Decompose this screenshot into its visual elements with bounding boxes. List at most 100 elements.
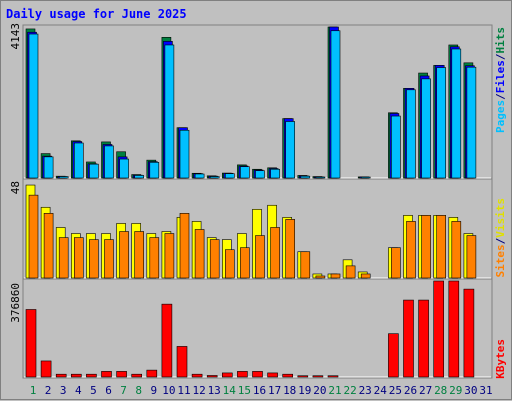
sites-bar-day-9 bbox=[149, 237, 160, 279]
kbytes-bar-day-13 bbox=[206, 375, 218, 378]
kbytes-bar-day-10 bbox=[161, 303, 173, 378]
sites-bar-day-6 bbox=[104, 239, 114, 279]
pages-bar-day-28 bbox=[436, 67, 447, 179]
pages-bar-day-30 bbox=[466, 66, 477, 179]
chart-title: Daily usage for June 2025 bbox=[6, 7, 187, 21]
kbytes-bar-day-19 bbox=[297, 375, 309, 378]
kbytes-bar-day-11 bbox=[176, 346, 188, 378]
legend-hits-panel: Pages/Files/Hits bbox=[494, 27, 507, 133]
pages-bar-day-17 bbox=[270, 168, 280, 179]
sites-bar-day-21 bbox=[330, 273, 341, 279]
kbytes-bar-day-17 bbox=[267, 372, 278, 378]
pages-bar-day-15 bbox=[240, 166, 250, 179]
pages-bar-day-20 bbox=[315, 176, 326, 179]
day-label-1: 1 bbox=[30, 384, 37, 397]
kbytes-bar-day-8 bbox=[131, 373, 142, 378]
sites-bar-day-17 bbox=[270, 227, 280, 279]
sites-bar-day-20 bbox=[315, 275, 326, 279]
sites-bar-day-13 bbox=[209, 239, 220, 279]
day-label-19: 19 bbox=[298, 384, 311, 397]
day-label-18: 18 bbox=[283, 384, 296, 397]
day-label-10: 10 bbox=[162, 384, 175, 397]
sites-bar-day-2 bbox=[43, 213, 54, 279]
pages-bar-day-26 bbox=[406, 89, 416, 179]
pages-bar-day-19 bbox=[300, 175, 311, 179]
pages-bar-day-23 bbox=[360, 176, 371, 179]
kbytes-bar-day-25 bbox=[388, 333, 399, 378]
pages-bar-day-6 bbox=[104, 145, 114, 179]
legend-pages: Pages bbox=[494, 99, 507, 133]
day-label-9: 9 bbox=[150, 384, 157, 397]
kbytes-bar-day-18 bbox=[282, 373, 294, 378]
day-label-20: 20 bbox=[313, 384, 326, 397]
sites-bar-day-10 bbox=[164, 233, 175, 279]
sites-bar-day-5 bbox=[89, 239, 99, 279]
kbytes-bar-day-15 bbox=[237, 371, 248, 378]
legend-kbytes: KBytes bbox=[494, 339, 507, 379]
sites-bar-day-1 bbox=[28, 194, 39, 279]
kbytes-bar-day-1 bbox=[25, 309, 37, 378]
kbytes-bar-day-12 bbox=[191, 373, 203, 378]
kbytes-bar-day-6 bbox=[101, 371, 112, 378]
day-label-11: 11 bbox=[177, 384, 190, 397]
day-label-24: 24 bbox=[374, 384, 388, 397]
day-label-25: 25 bbox=[389, 384, 402, 397]
pages-bar-day-18 bbox=[285, 121, 296, 179]
kbytes-bar-day-20 bbox=[312, 375, 324, 378]
legend-sites: Sites bbox=[494, 244, 507, 278]
legend-kbytes-panel: KBytes bbox=[494, 339, 507, 379]
kbytes-bar-day-26 bbox=[403, 299, 414, 378]
sites-bar-day-3 bbox=[58, 237, 69, 279]
pages-bar-day-3 bbox=[58, 176, 69, 179]
pages-bar-day-8 bbox=[134, 175, 144, 179]
sites-bar-day-28 bbox=[436, 215, 447, 279]
panel-kbytes bbox=[22, 278, 493, 379]
kbytes-bar-day-7 bbox=[116, 371, 127, 378]
sites-bar-day-14 bbox=[225, 249, 235, 279]
day-label-3: 3 bbox=[60, 384, 67, 397]
day-label-17: 17 bbox=[268, 384, 281, 397]
day-label-30: 30 bbox=[464, 384, 477, 397]
day-label-4: 4 bbox=[75, 384, 82, 397]
pages-bar-day-11 bbox=[179, 129, 190, 179]
day-label-13: 13 bbox=[208, 384, 221, 397]
pages-bar-day-4 bbox=[74, 142, 84, 179]
sites-bar-day-22 bbox=[345, 265, 356, 279]
day-label-22: 22 bbox=[343, 384, 356, 397]
kbytes-bar-day-16 bbox=[252, 371, 263, 378]
sites-bar-day-8 bbox=[134, 231, 144, 279]
day-label-27: 27 bbox=[419, 384, 432, 397]
legend-sep-2: / bbox=[494, 53, 507, 61]
day-label-2: 2 bbox=[45, 384, 52, 397]
sites-bar-day-16 bbox=[255, 235, 265, 279]
day-label-5: 5 bbox=[90, 384, 97, 397]
day-label-28: 28 bbox=[434, 384, 447, 397]
pages-bar-day-10 bbox=[164, 44, 175, 179]
sites-bar-day-25 bbox=[391, 247, 401, 279]
sites-bar-day-11 bbox=[179, 213, 190, 279]
max-label-kbytes: 376860 bbox=[9, 283, 22, 323]
legend-visits-panel: Sites/Visits bbox=[494, 198, 507, 278]
pages-bar-day-13 bbox=[209, 176, 220, 179]
sites-bar-day-19 bbox=[300, 251, 311, 279]
kbytes-bar-day-30 bbox=[463, 288, 475, 378]
sites-bar-day-18 bbox=[285, 219, 296, 279]
kbytes-bar-day-4 bbox=[71, 373, 82, 378]
day-label-26: 26 bbox=[404, 384, 417, 397]
pages-bar-day-27 bbox=[421, 78, 431, 179]
day-label-15: 15 bbox=[238, 384, 251, 397]
kbytes-bar-day-3 bbox=[55, 373, 67, 378]
day-label-31: 31 bbox=[479, 384, 492, 397]
day-label-8: 8 bbox=[135, 384, 142, 397]
day-label-12: 12 bbox=[192, 384, 205, 397]
pages-bar-day-21 bbox=[330, 30, 341, 179]
legend-sep-1: / bbox=[494, 93, 507, 100]
legend-hits: Hits bbox=[494, 27, 507, 54]
pages-bar-day-16 bbox=[255, 170, 265, 179]
day-label-14: 14 bbox=[223, 384, 237, 397]
max-label-hits: 4143 bbox=[9, 23, 22, 50]
pages-bar-day-7 bbox=[119, 158, 129, 179]
kbytes-bar-day-9 bbox=[146, 369, 158, 378]
